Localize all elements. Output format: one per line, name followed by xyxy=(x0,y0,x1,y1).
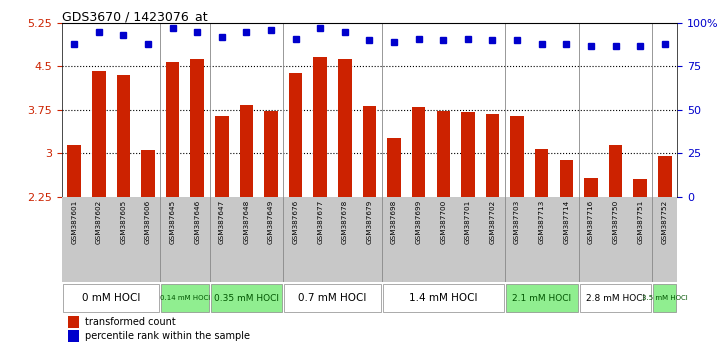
Bar xyxy=(92,71,106,197)
Text: GSM387698: GSM387698 xyxy=(391,199,397,244)
Bar xyxy=(383,284,504,313)
Text: GSM387713: GSM387713 xyxy=(539,199,545,244)
Bar xyxy=(461,112,475,197)
Text: 1.4 mM HOCl: 1.4 mM HOCl xyxy=(409,293,478,303)
Text: 0.35 mM HOCl: 0.35 mM HOCl xyxy=(214,293,279,303)
Text: GSM387716: GSM387716 xyxy=(588,199,594,244)
Bar xyxy=(560,160,573,197)
Text: GSM387679: GSM387679 xyxy=(366,199,373,244)
Text: GSM387678: GSM387678 xyxy=(342,199,348,244)
Text: GSM387649: GSM387649 xyxy=(268,199,274,244)
Bar xyxy=(579,284,652,313)
Text: GSM387701: GSM387701 xyxy=(465,199,471,244)
Bar xyxy=(68,144,81,197)
Bar xyxy=(116,75,130,197)
Text: GSM387602: GSM387602 xyxy=(96,199,102,244)
Bar xyxy=(289,73,302,197)
Text: GDS3670 / 1423076_at: GDS3670 / 1423076_at xyxy=(62,10,207,23)
Text: GSM387700: GSM387700 xyxy=(440,199,446,244)
Text: 2.8 mM HOCl: 2.8 mM HOCl xyxy=(586,293,645,303)
Bar xyxy=(506,284,577,313)
Text: 0 mM HOCl: 0 mM HOCl xyxy=(82,293,141,303)
Text: GSM387646: GSM387646 xyxy=(194,199,200,244)
Bar xyxy=(210,284,282,313)
Text: 0.7 mM HOCl: 0.7 mM HOCl xyxy=(298,293,367,303)
Text: GSM387601: GSM387601 xyxy=(71,199,77,244)
Text: 2.1 mM HOCl: 2.1 mM HOCl xyxy=(512,293,571,303)
Bar xyxy=(68,330,79,342)
Bar xyxy=(285,284,381,313)
Bar xyxy=(240,105,253,197)
Bar xyxy=(264,111,278,197)
Bar xyxy=(166,62,179,197)
Text: GSM387677: GSM387677 xyxy=(317,199,323,244)
Bar xyxy=(609,144,622,197)
Text: GSM387752: GSM387752 xyxy=(662,199,668,244)
Text: dose  ▶: dose ▶ xyxy=(7,309,41,318)
Text: GSM387676: GSM387676 xyxy=(293,199,298,244)
Bar xyxy=(338,59,352,197)
Bar xyxy=(68,316,79,328)
Text: GSM387606: GSM387606 xyxy=(145,199,151,244)
Text: GSM387751: GSM387751 xyxy=(637,199,643,244)
Text: GSM387750: GSM387750 xyxy=(612,199,619,244)
Bar xyxy=(363,106,376,197)
Bar xyxy=(162,284,208,313)
Bar xyxy=(215,116,229,197)
Text: percentile rank within the sample: percentile rank within the sample xyxy=(85,331,250,341)
Text: GSM387702: GSM387702 xyxy=(489,199,496,244)
Text: GSM387647: GSM387647 xyxy=(219,199,225,244)
Bar xyxy=(535,149,548,197)
Bar xyxy=(387,138,401,197)
Bar xyxy=(412,107,425,197)
Text: GSM387703: GSM387703 xyxy=(514,199,520,244)
Bar xyxy=(633,179,647,197)
Text: transformed count: transformed count xyxy=(85,317,176,327)
Bar xyxy=(486,114,499,197)
Bar xyxy=(314,57,327,197)
Bar xyxy=(584,178,598,197)
Bar xyxy=(510,116,524,197)
Bar xyxy=(437,111,450,197)
Text: 3.5 mM HOCl: 3.5 mM HOCl xyxy=(642,295,688,301)
Bar xyxy=(191,59,204,197)
Text: GSM387645: GSM387645 xyxy=(170,199,175,244)
Text: GSM387648: GSM387648 xyxy=(243,199,250,244)
Bar xyxy=(141,150,155,197)
Text: GSM387605: GSM387605 xyxy=(120,199,127,244)
Text: 0.14 mM HOCl: 0.14 mM HOCl xyxy=(159,295,210,301)
Text: GSM387699: GSM387699 xyxy=(416,199,422,244)
Bar xyxy=(654,284,676,313)
Bar xyxy=(658,156,671,197)
Bar xyxy=(63,284,159,313)
Text: GSM387714: GSM387714 xyxy=(563,199,569,244)
